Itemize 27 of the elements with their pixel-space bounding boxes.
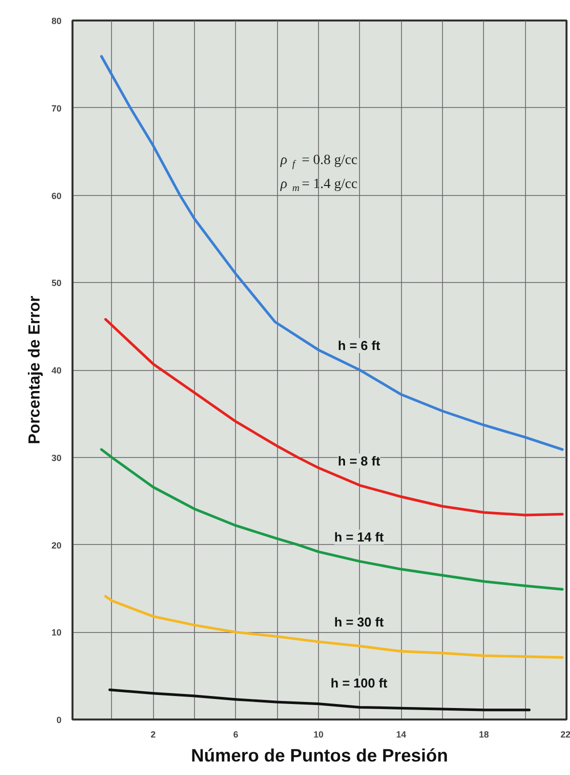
y-tick-label: 80	[51, 16, 62, 26]
y-tick-label: 40	[51, 366, 62, 376]
line-series	[100, 55, 564, 451]
series-label: h = 14 ft	[334, 530, 384, 545]
y-axis-title: Porcentaje de Error	[26, 296, 44, 444]
y-tick-label: 50	[51, 278, 62, 288]
y-tick-label: 0	[56, 715, 62, 725]
series-label: h = 8 ft	[338, 454, 381, 469]
y-tick-label: 60	[51, 190, 62, 201]
series-label: h = 30 ft	[334, 614, 384, 630]
x-tick-label: 14	[396, 730, 406, 740]
line-series	[108, 688, 531, 712]
line-series	[104, 595, 564, 659]
y-tick-label: 20	[51, 540, 62, 550]
y-tick-label: 10	[51, 628, 62, 638]
x-axis-title: Número de Puntos de Presión	[190, 746, 448, 766]
x-tick-label: 22	[560, 730, 570, 740]
x-tick-label: 18	[478, 730, 489, 740]
x-tick-label: 10	[313, 730, 324, 740]
y-tick-label: 30	[51, 452, 62, 463]
y-tick-label: 70	[51, 103, 62, 114]
line-series	[100, 448, 564, 591]
x-tick-label: 6	[233, 730, 238, 740]
x-tick-label: 2	[150, 730, 156, 740]
series-label: h = 6 ft	[338, 338, 381, 354]
line-series	[104, 318, 564, 516]
series-label: h = 100 ft	[330, 676, 388, 691]
